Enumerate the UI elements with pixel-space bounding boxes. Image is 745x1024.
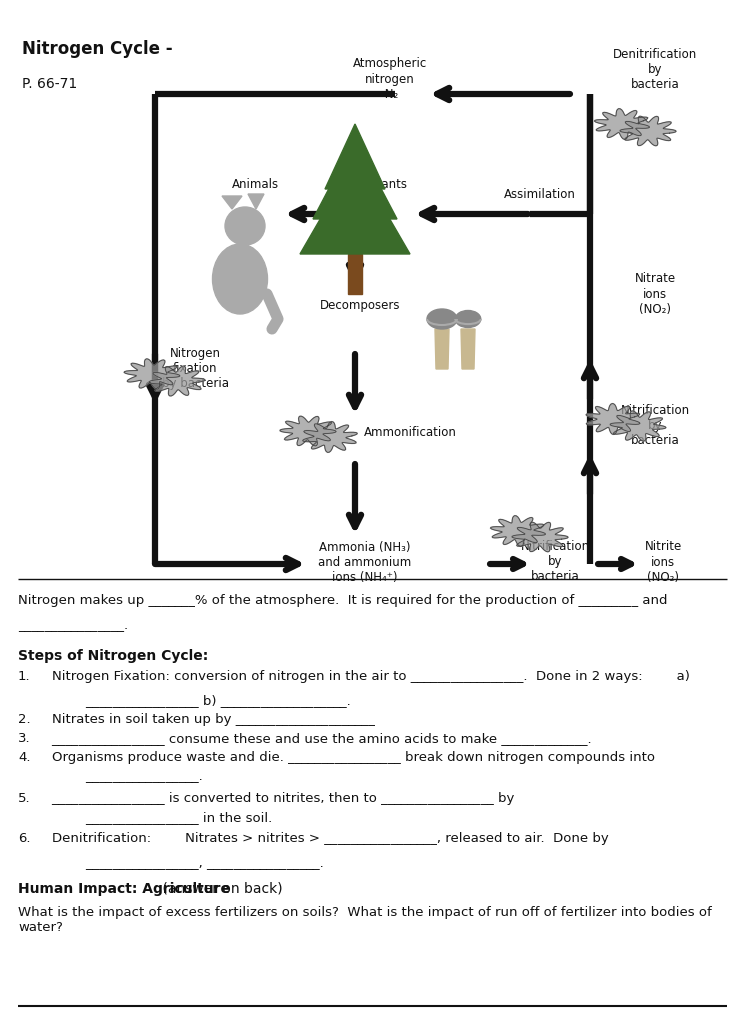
Polygon shape bbox=[300, 159, 410, 254]
Polygon shape bbox=[222, 196, 242, 209]
Text: 3.: 3. bbox=[18, 732, 31, 745]
Text: Atmospheric
nitrogen
·N₂: Atmospheric nitrogen ·N₂ bbox=[353, 57, 427, 100]
Polygon shape bbox=[149, 366, 205, 396]
Polygon shape bbox=[280, 416, 336, 445]
Text: Steps of Nitrogen Cycle:: Steps of Nitrogen Cycle: bbox=[18, 649, 209, 663]
Text: 5.: 5. bbox=[18, 792, 31, 805]
Text: Nitrogen Cycle -: Nitrogen Cycle - bbox=[22, 40, 173, 58]
Text: _________________ consume these and use the amino acids to make _____________.: _________________ consume these and use … bbox=[18, 732, 592, 745]
Ellipse shape bbox=[225, 207, 265, 245]
Text: ________________.: ________________. bbox=[18, 618, 128, 632]
Text: 1.: 1. bbox=[18, 670, 31, 683]
Text: Animals: Animals bbox=[232, 177, 279, 190]
Ellipse shape bbox=[455, 310, 481, 328]
Text: 4.: 4. bbox=[18, 751, 31, 764]
Polygon shape bbox=[313, 139, 397, 219]
Polygon shape bbox=[435, 329, 449, 369]
Text: Nitrogen makes up _______% of the atmosphere.  It is required for the production: Nitrogen makes up _______% of the atmosp… bbox=[18, 594, 668, 607]
Text: Ammonia (NH₃)
and ammonium
ions (NH₄⁺): Ammonia (NH₃) and ammonium ions (NH₄⁺) bbox=[318, 541, 412, 584]
Text: 2.: 2. bbox=[18, 713, 31, 726]
Polygon shape bbox=[325, 124, 385, 189]
Polygon shape bbox=[586, 403, 640, 434]
Ellipse shape bbox=[427, 309, 457, 329]
Text: Nitrogen Fixation: conversion of nitrogen in the air to _________________.  Done: Nitrogen Fixation: conversion of nitroge… bbox=[18, 670, 690, 683]
Text: _________________ in the soil.: _________________ in the soil. bbox=[18, 811, 272, 824]
Text: What is the impact of excess fertilizers on soils?  What is the impact of run of: What is the impact of excess fertilizers… bbox=[18, 906, 711, 934]
Text: Assimilation: Assimilation bbox=[504, 187, 576, 201]
Text: Nitrification
by
bacteria: Nitrification by bacteria bbox=[621, 404, 690, 447]
Text: Denitrification
by
bacteria: Denitrification by bacteria bbox=[613, 47, 697, 90]
Polygon shape bbox=[512, 522, 568, 552]
Text: P. 66-71: P. 66-71 bbox=[22, 77, 77, 91]
Text: _________________, _________________.: _________________, _________________. bbox=[18, 856, 324, 869]
Text: Nitrification
by
bacteria: Nitrification by bacteria bbox=[521, 541, 589, 584]
Text: Nitrates in soil taken up by _____________________: Nitrates in soil taken up by ___________… bbox=[18, 713, 375, 726]
Polygon shape bbox=[124, 358, 180, 389]
Polygon shape bbox=[248, 194, 264, 209]
Text: 6.: 6. bbox=[18, 831, 31, 845]
Polygon shape bbox=[302, 422, 358, 453]
Text: Decomposers: Decomposers bbox=[320, 299, 400, 312]
Text: Nitrite
ions
(NO₂): Nitrite ions (NO₂) bbox=[644, 541, 682, 584]
Text: _________________ b) ___________________.: _________________ b) ___________________… bbox=[18, 694, 351, 707]
Text: _________________ is converted to nitrites, then to _________________ by: _________________ is converted to nitrit… bbox=[18, 792, 514, 805]
Text: Nitrogen
fixation
by bacteria: Nitrogen fixation by bacteria bbox=[162, 347, 229, 390]
Text: Human Impact: Agriculture: Human Impact: Agriculture bbox=[18, 882, 230, 896]
Text: _________________.: _________________. bbox=[18, 770, 203, 783]
Polygon shape bbox=[461, 329, 475, 369]
Ellipse shape bbox=[212, 244, 267, 314]
Polygon shape bbox=[490, 516, 545, 547]
Polygon shape bbox=[610, 411, 666, 441]
Polygon shape bbox=[620, 117, 676, 145]
Text: Plants: Plants bbox=[372, 177, 408, 190]
Text: Denitrification:        Nitrates > nitrites > _________________, released to air: Denitrification: Nitrates > nitrites > _… bbox=[18, 831, 609, 845]
Polygon shape bbox=[595, 109, 650, 139]
Polygon shape bbox=[348, 254, 362, 294]
Text: Organisms produce waste and die. _________________ break down nitrogen compounds: Organisms produce waste and die. _______… bbox=[18, 751, 655, 764]
Text: (answer on back): (answer on back) bbox=[158, 882, 282, 896]
Text: Nitrate
ions
(NO₂): Nitrate ions (NO₂) bbox=[635, 272, 676, 315]
Text: Ammonification: Ammonification bbox=[364, 426, 457, 438]
